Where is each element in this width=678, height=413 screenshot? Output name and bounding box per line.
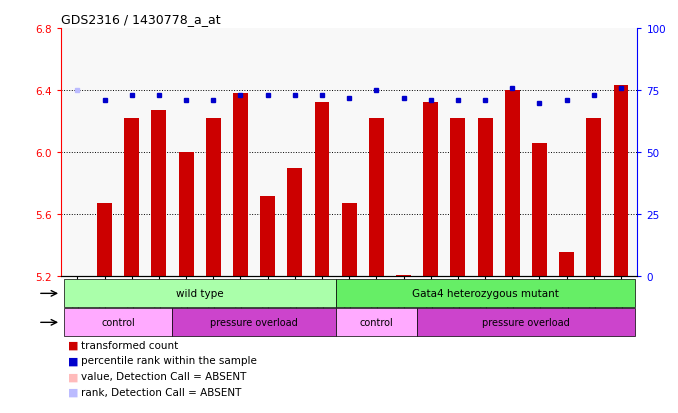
- Bar: [287, 168, 302, 277]
- Text: control: control: [359, 318, 393, 328]
- Text: control: control: [101, 318, 135, 328]
- Text: ■: ■: [68, 371, 78, 381]
- Bar: [64, 309, 172, 337]
- Bar: [172, 309, 336, 337]
- Bar: [342, 204, 357, 277]
- Bar: [64, 280, 336, 308]
- Bar: [233, 94, 248, 277]
- Bar: [450, 119, 465, 277]
- Text: transformed count: transformed count: [81, 340, 178, 350]
- Bar: [260, 196, 275, 277]
- Text: value, Detection Call = ABSENT: value, Detection Call = ABSENT: [81, 371, 247, 381]
- Bar: [423, 103, 438, 277]
- Bar: [315, 103, 330, 277]
- Text: ■: ■: [68, 356, 78, 366]
- Bar: [532, 144, 547, 277]
- Bar: [369, 119, 384, 277]
- Bar: [336, 309, 417, 337]
- Bar: [586, 119, 601, 277]
- Bar: [614, 86, 629, 277]
- Bar: [97, 204, 112, 277]
- Bar: [151, 111, 166, 277]
- Text: rank, Detection Call = ABSENT: rank, Detection Call = ABSENT: [81, 387, 242, 397]
- Text: ■: ■: [68, 387, 78, 397]
- Text: percentile rank within the sample: percentile rank within the sample: [81, 356, 257, 366]
- Text: ■: ■: [68, 340, 78, 350]
- Bar: [206, 119, 221, 277]
- Bar: [336, 280, 635, 308]
- Bar: [417, 309, 635, 337]
- Bar: [178, 153, 193, 277]
- Text: pressure overload: pressure overload: [482, 318, 570, 328]
- Text: GDS2316 / 1430778_a_at: GDS2316 / 1430778_a_at: [61, 13, 220, 26]
- Bar: [396, 275, 411, 277]
- Bar: [124, 119, 139, 277]
- Text: pressure overload: pressure overload: [210, 318, 298, 328]
- Text: Gata4 heterozygous mutant: Gata4 heterozygous mutant: [412, 289, 559, 299]
- Text: wild type: wild type: [176, 289, 224, 299]
- Bar: [559, 252, 574, 277]
- Bar: [505, 91, 520, 277]
- Bar: [477, 119, 492, 277]
